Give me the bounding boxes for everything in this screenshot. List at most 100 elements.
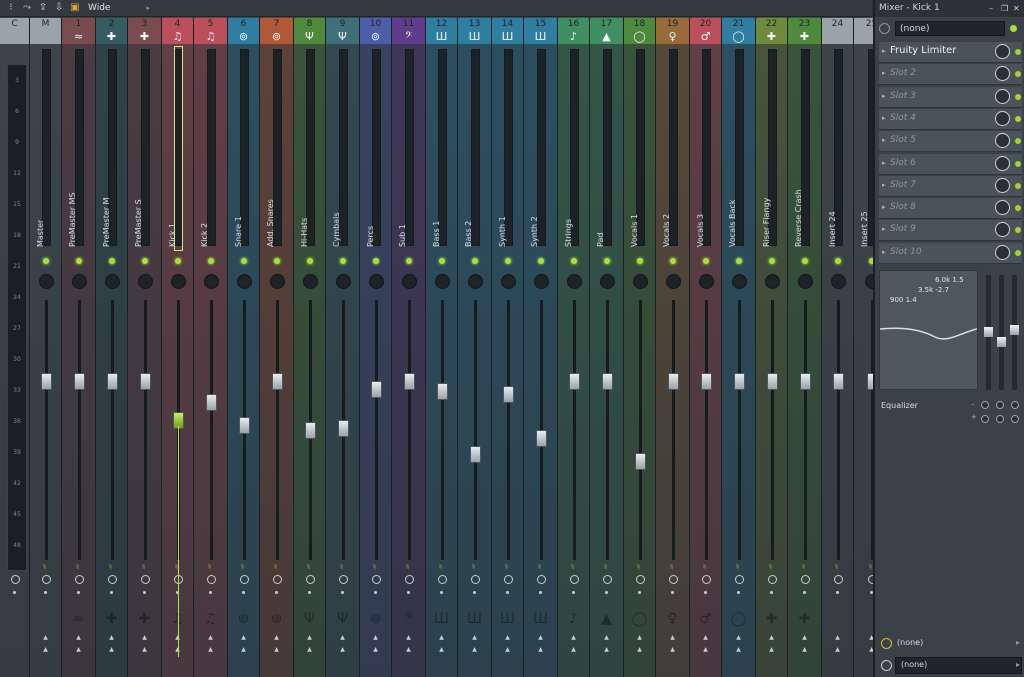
slot-chevron-icon[interactable]: ▸ (882, 225, 886, 234)
eq-high-bw-knob[interactable] (1011, 415, 1019, 423)
track-volume-fader[interactable] (734, 372, 745, 390)
mixer-track-10[interactable]: 10 ⊚ Percs ♮ ⊚ ▲ ▲ (360, 17, 392, 677)
track-name[interactable]: Vocals 1 (630, 213, 639, 247)
track-enable-led-icon[interactable] (670, 258, 676, 264)
slot-chevron-icon[interactable]: ▸ (882, 158, 886, 167)
track-pan-knob[interactable] (600, 274, 615, 289)
track-name[interactable]: PreMaster M (102, 197, 111, 247)
track-number[interactable]: 13 (458, 18, 491, 30)
track-pan-knob[interactable] (798, 274, 813, 289)
track-clock-icon[interactable] (537, 575, 546, 584)
track-route-up-icon[interactable]: ▲ (703, 634, 708, 641)
track-name[interactable]: Synth 1 (498, 216, 507, 247)
mixer-track-20[interactable]: 20 ♂ Vocals 3 ♮ ♂ ▲ ▲ (690, 17, 722, 677)
track-number[interactable]: 1 (62, 18, 95, 30)
track-dot-icon[interactable] (539, 591, 542, 594)
track-pan-knob[interactable] (468, 274, 483, 289)
route-icon[interactable]: ⤳ (23, 2, 31, 13)
track-pan-knob[interactable] (270, 274, 285, 289)
input-chevron-icon[interactable]: ▸ (1015, 638, 1020, 647)
slot-led-icon[interactable] (1015, 249, 1021, 256)
mixer-track-4[interactable]: 4♫Kick 1♮♫▲▲ (162, 17, 194, 677)
mixer-track-12[interactable]: 12 Ш Bass 1 ♮ Ш ▲ ▲ (426, 17, 458, 677)
track-icon[interactable]: ✚ (756, 30, 787, 44)
slot-led-icon[interactable] (1015, 93, 1021, 100)
track-name[interactable]: Sub 1 (398, 224, 407, 247)
track-pan-knob[interactable] (633, 274, 648, 289)
layout-icon[interactable]: ▣ (70, 2, 80, 13)
fx-slot-6[interactable]: ▸ Slot 6 (879, 153, 1022, 175)
track-chain-icon[interactable]: ♮ (769, 563, 773, 573)
slot-led-icon[interactable] (1015, 182, 1021, 189)
mixer-track-M[interactable]: M Master ♮ ▲ ▲ (30, 17, 62, 677)
track-chain-icon[interactable]: ♮ (670, 563, 674, 573)
track-clock-icon[interactable] (669, 575, 678, 584)
mixer-track-17[interactable]: 17 ▲ Pad ♮ ▲ ▲ ▲ (590, 17, 624, 677)
preset-select[interactable]: (none) (895, 21, 1005, 36)
track-dot-icon[interactable] (44, 591, 47, 594)
view-mode-label[interactable]: Wide (88, 3, 111, 13)
track-enable-led-icon[interactable] (703, 258, 709, 264)
eq-graph[interactable]: 6.0k 1.5 3.5k -2.7 900 1.4 (879, 270, 978, 390)
slot-chevron-icon[interactable]: ▸ (882, 113, 886, 122)
track-route-up-icon[interactable]: ▲ (439, 634, 444, 641)
output-chevron-icon[interactable]: ▸ (1015, 660, 1020, 669)
track-name[interactable]: Riser Flangy (762, 197, 771, 247)
track-dot-icon[interactable] (77, 591, 80, 594)
track-enable-led-icon[interactable] (406, 258, 412, 264)
track-dot-icon[interactable] (836, 591, 839, 594)
eq-mid-knob[interactable] (996, 401, 1004, 409)
slot-mix-knob[interactable] (995, 177, 1010, 193)
track-pan-knob[interactable] (105, 274, 120, 289)
track-number[interactable]: 19 (656, 18, 689, 30)
track-volume-fader[interactable] (767, 372, 778, 390)
track-route-up-icon[interactable]: ▲ (604, 634, 609, 641)
track-route-up-icon[interactable]: ▲ (76, 634, 81, 641)
track-number[interactable]: 21 (722, 18, 755, 30)
eq-fader-mid[interactable] (997, 275, 1006, 390)
track-route-up2-icon[interactable]: ▲ (670, 646, 675, 653)
track-route-up2-icon[interactable]: ▲ (703, 646, 708, 653)
track-number[interactable]: 17 (590, 18, 623, 30)
eq-high-knob[interactable] (1011, 401, 1019, 409)
track-chain-icon[interactable]: ♮ (869, 563, 873, 573)
track-enable-led-icon[interactable] (571, 258, 577, 264)
track-dot-icon[interactable] (143, 591, 146, 594)
track-route-up-icon[interactable]: ▲ (472, 634, 477, 641)
track-route-up2-icon[interactable]: ▲ (802, 646, 807, 653)
track-route-up2-icon[interactable]: ▲ (571, 646, 576, 653)
fx-slot-3[interactable]: ▸ Slot 3 (879, 86, 1022, 108)
track-name[interactable]: Bass 1 (432, 220, 441, 247)
track-volume-fader[interactable] (338, 419, 349, 437)
track-name[interactable]: Pad (596, 232, 605, 247)
track-clock-icon[interactable] (207, 575, 216, 584)
track-clock-icon[interactable] (834, 575, 843, 584)
track-volume-fader[interactable] (503, 385, 514, 403)
track-clock-icon[interactable] (603, 575, 612, 584)
track-name[interactable]: Add. Snares (266, 199, 275, 247)
track-icon[interactable]: ⊚ (228, 30, 259, 44)
track-pan-knob[interactable] (567, 274, 582, 289)
track-volume-fader[interactable] (833, 372, 844, 390)
track-chain-icon[interactable]: ♮ (241, 563, 245, 573)
track-chain-icon[interactable]: ♮ (439, 563, 443, 573)
track-chain-icon[interactable]: ♮ (43, 563, 47, 573)
slot-led-icon[interactable] (1015, 160, 1021, 167)
preset-led-icon[interactable] (1010, 25, 1017, 32)
track-volume-fader[interactable] (272, 372, 283, 390)
track-dot-icon[interactable] (374, 591, 377, 594)
track-chain-icon[interactable]: ♮ (571, 563, 575, 573)
track-chain-icon[interactable]: ♮ (736, 563, 740, 573)
track-route-up-icon[interactable]: ▲ (373, 634, 378, 641)
track-route-up2-icon[interactable]: ▲ (604, 646, 609, 653)
slot-led-icon[interactable] (1015, 115, 1021, 122)
track-number[interactable]: 7 (260, 18, 293, 30)
track-clock-icon[interactable] (306, 575, 315, 584)
track-route-up-icon[interactable]: ▲ (736, 634, 741, 641)
track-icon[interactable]: ≈ (62, 30, 95, 44)
track-volume-fader[interactable] (305, 422, 316, 440)
track-icon[interactable]: ♫ (162, 30, 193, 44)
track-route-up2-icon[interactable]: ▲ (439, 646, 444, 653)
track-clock-icon[interactable] (768, 575, 777, 584)
track-name[interactable]: Percs (366, 225, 375, 247)
